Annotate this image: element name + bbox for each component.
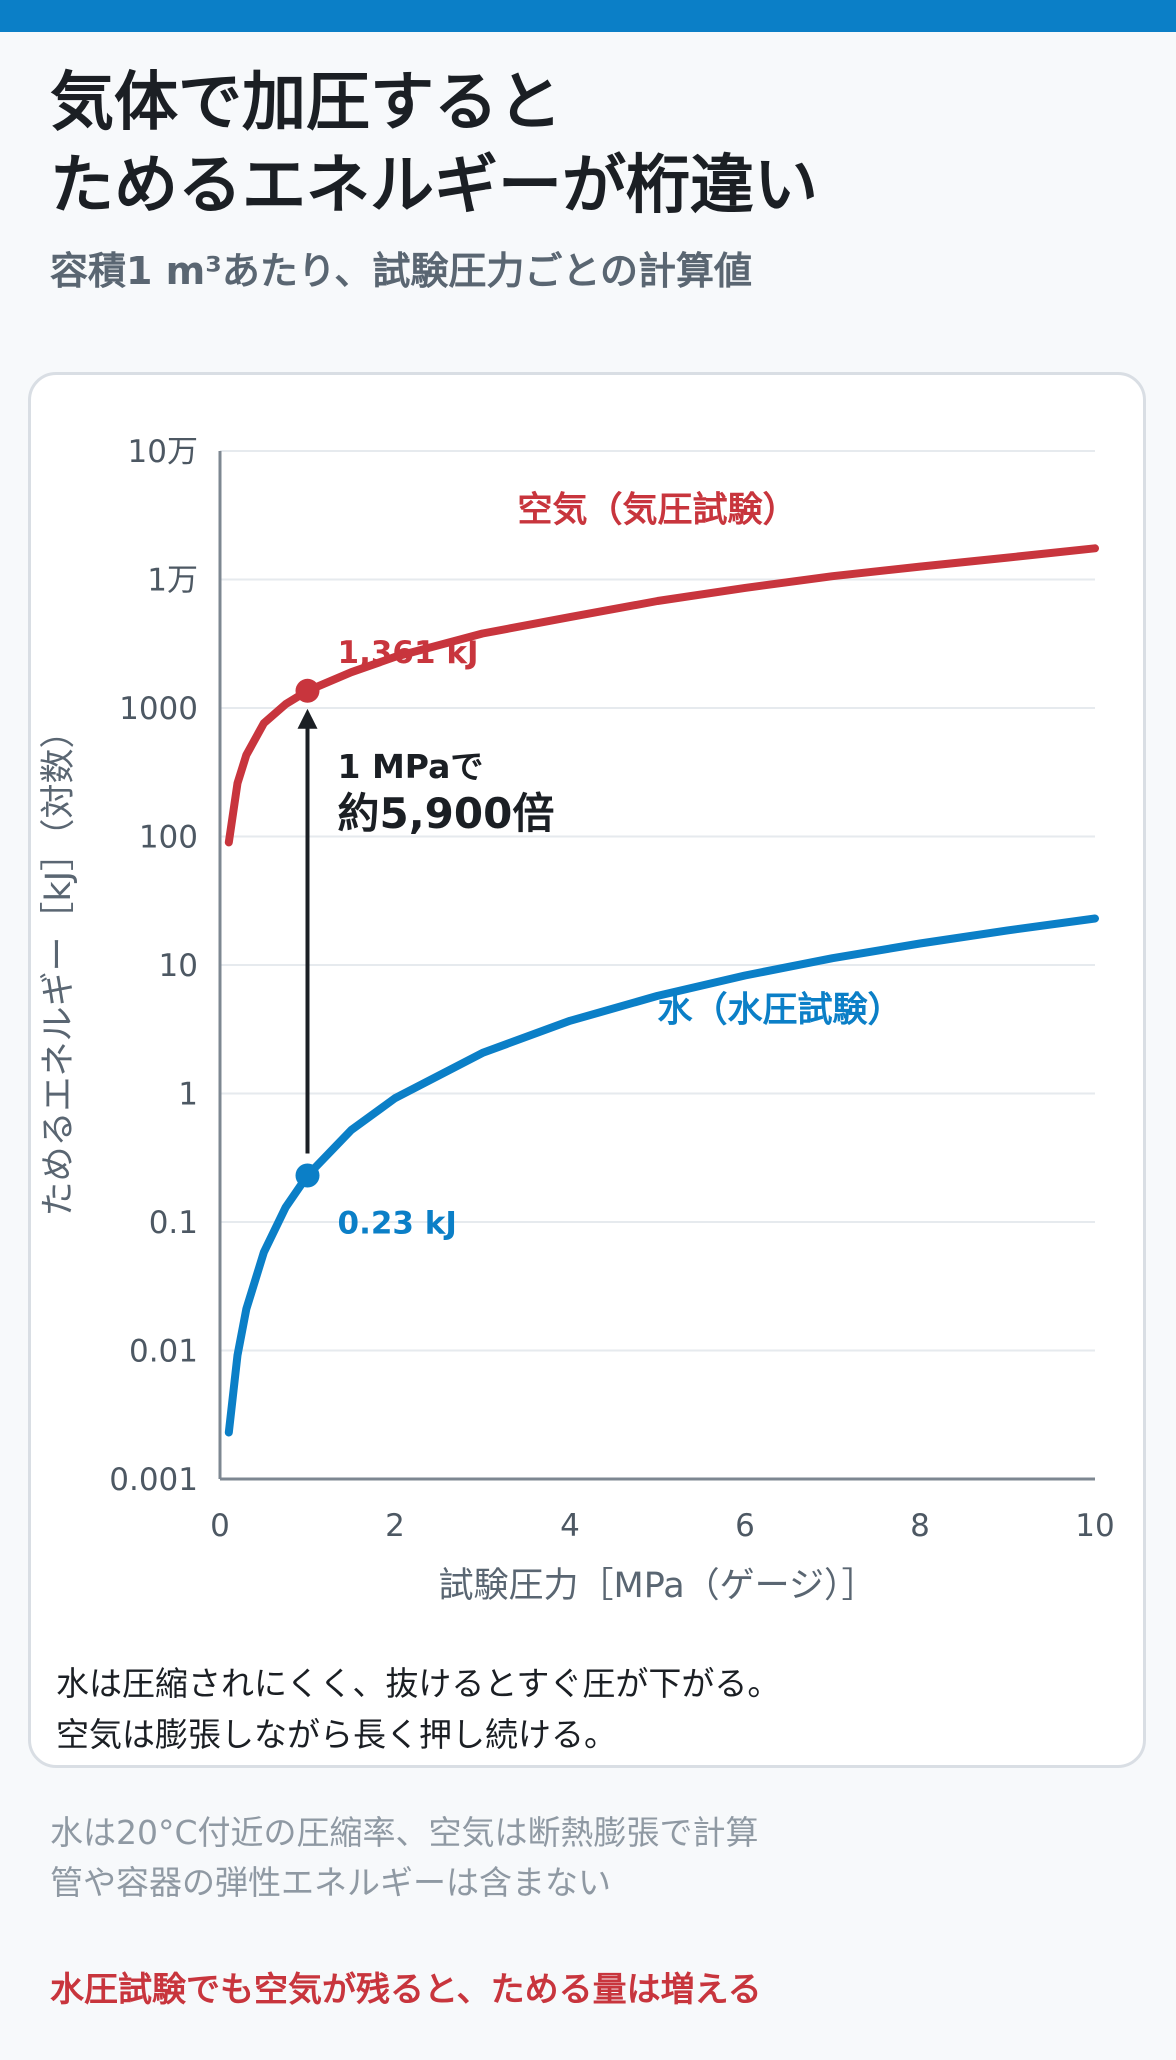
series-line (224, 544, 1099, 847)
x-axis-label: 試験圧力［MPa（ゲージ）］ (439, 1566, 877, 1606)
y-tick-label: 0.1 (149, 1205, 198, 1241)
title-line-2: ためるエネルギーが桁違い (50, 149, 818, 224)
y-tick-label: 10万 (128, 434, 198, 470)
data-point-label: 0.23 kJ (338, 1206, 457, 1242)
y-tick-label: 0.001 (109, 1462, 198, 1498)
y-tick-label: 1 (178, 1077, 198, 1113)
footnote-line-1: 水は20°C付近の圧縮率、空気は断熱膨張で計算 (50, 1813, 759, 1852)
y-tick-label: 0.01 (129, 1334, 198, 1370)
x-tick-label: 2 (385, 1508, 405, 1544)
y-axis-label: ためるエネルギー［kJ］（対数） (39, 713, 79, 1216)
y-tick-label: 10 (159, 948, 198, 984)
card-note: 水は圧縮されにくく、抜けるとすぐ圧が下がる。 空気は膨張しながら長く押し続ける。 (56, 1658, 1116, 1760)
y-tick-label: 100 (139, 820, 198, 856)
emphasis-note: 水圧試験でも空気が残ると、ためる量は増える (50, 1970, 762, 2010)
series-line (224, 914, 1099, 1437)
card-note-line-1: 水は圧縮されにくく、抜けるとすぐ圧が下がる。 (56, 1664, 781, 1703)
page-subtitle: 容積1 m³あたり、試験圧力ごとの計算値 (50, 249, 753, 293)
ratio-annotation-line-2: 約5,900倍 (338, 789, 555, 838)
series-label: 空気（気圧試験） (517, 491, 797, 531)
card-note-line-2: 空気は膨張しながら長く押し続ける。 (56, 1715, 617, 1755)
x-tick-label: 6 (735, 1508, 755, 1544)
y-tick-label: 1000 (119, 691, 198, 727)
data-point (295, 1163, 320, 1188)
data-point (295, 678, 320, 703)
page-title: 気体で加圧すると ためるエネルギーが桁違い (50, 62, 1130, 228)
ratio-annotation-line-1: 1 MPaで (338, 747, 484, 786)
series-label: 水（水圧試験） (658, 991, 903, 1031)
title-line-1: 気体で加圧すると (50, 66, 562, 140)
x-tick-label: 10 (1075, 1508, 1114, 1544)
energy-chart: 0.001 0.01 0.1 1 10 100 1000 1万 10万 0 2 4 6 8 10 試験圧力［M… (39, 434, 1115, 1606)
x-tick-label: 8 (910, 1508, 930, 1544)
data-point-label: 1,361 kJ (338, 635, 479, 671)
footnote-line-2: 管や容器の弾性エネルギーは含まない (50, 1862, 611, 1902)
chart-card (28, 372, 1146, 1768)
x-tick-label: 0 (210, 1508, 230, 1544)
x-tick-label: 4 (560, 1508, 580, 1544)
footnote: 水は20°C付近の圧縮率、空気は断熱膨張で計算 管や容器の弾性エネルギーは含まな… (50, 1808, 1130, 1907)
top-accent-bar (0, 0, 1176, 32)
y-tick-label: 1万 (147, 563, 198, 599)
